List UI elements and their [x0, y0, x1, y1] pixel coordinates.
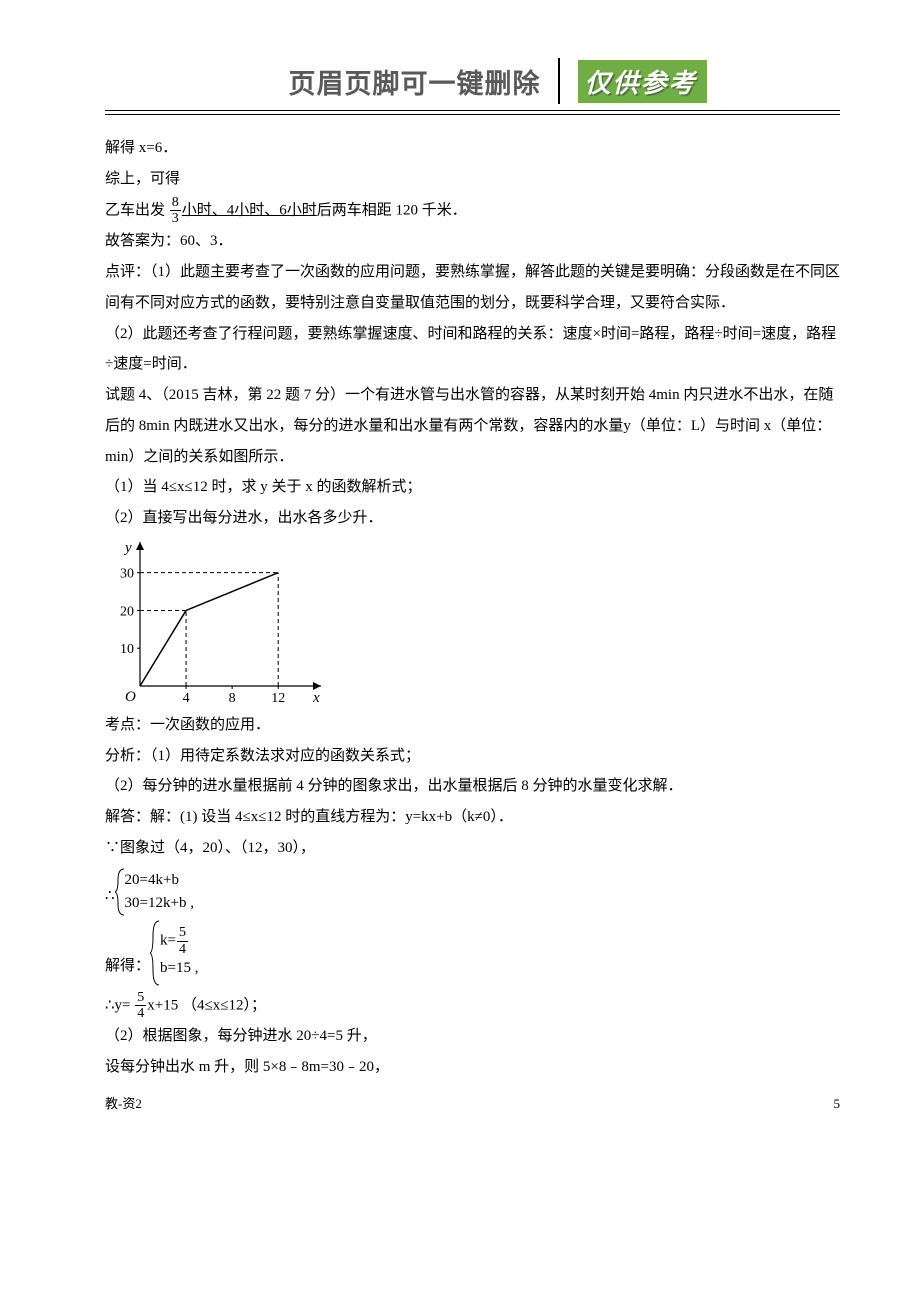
fraction-numerator: 5 [177, 925, 188, 941]
text-line: ∴y= 54x+15 （4≤x≤12）； [105, 990, 840, 1022]
text-fragment: 解得： [105, 951, 150, 982]
fraction-denominator: 3 [170, 211, 181, 226]
text-fragment: 后两车相距 120 千米． [317, 202, 467, 218]
text-line: 乙车出发 8 3 小时、4小时、6小时后两车相距 120 千米． [105, 195, 840, 227]
brace-icon [115, 868, 125, 916]
svg-text:x: x [312, 690, 320, 706]
text-line: （1）当 4≤x≤12 时，求 y 关于 x 的函数解析式； [105, 472, 840, 503]
text-line: ∵图象过（4，20）、（12，30）， [105, 833, 840, 864]
header-badge: 仅供参考 [578, 60, 706, 103]
fraction-numerator: 5 [135, 990, 146, 1006]
fraction-denominator: 4 [177, 942, 188, 957]
text-fragment: x+15 （4≤x≤12）； [147, 997, 266, 1013]
text-fragment: ∴ [105, 881, 115, 912]
page-footer: 教-资2 5 [105, 1091, 840, 1118]
svg-text:30: 30 [120, 566, 134, 581]
svg-text:8: 8 [229, 691, 236, 706]
equation-row: 30=12k+b , [125, 892, 194, 915]
text-line: 分析：（1）用待定系数法求对应的函数关系式； [105, 741, 840, 772]
text-paragraph: 点评：（1）此题主要考查了一次函数的应用问题，要熟练掌握，解答此题的关键是要明确… [105, 257, 840, 319]
equation-system: 解得： k=54 b=15 , [105, 920, 840, 986]
text-line: 解得 x=6． [105, 133, 840, 164]
svg-text:O: O [125, 689, 136, 705]
text-line: 考点：一次函数的应用． [105, 710, 840, 741]
text-fragment: k= [160, 933, 176, 949]
fraction: 54 [135, 990, 146, 1022]
text-line: （2）直接写出每分进水，出水各多少升． [105, 503, 840, 534]
text-fragment: ∴y= [105, 997, 134, 1013]
text-line: 解答：解：(1) 设当 4≤x≤12 时的直线方程为：y=kx+b（k≠0）． [105, 802, 840, 833]
fraction-denominator: 4 [135, 1006, 146, 1021]
svg-text:20: 20 [120, 604, 134, 619]
brace-icon [150, 920, 160, 986]
text-line: 故答案为：60、3． [105, 226, 840, 257]
svg-text:10: 10 [120, 642, 134, 657]
line-chart: 10 20 30 4 8 12 Oy x [105, 538, 840, 708]
document-body: 解得 x=6． 综上，可得 乙车出发 8 3 小时、4小时、6小时后两车相距 1… [105, 133, 840, 1117]
header-rule [105, 110, 840, 115]
fraction-numerator: 8 [170, 195, 181, 211]
text-line: 综上，可得 [105, 164, 840, 195]
text-line: （2）每分钟的进水量根据前 4 分钟的图象求出，出水量根据后 8 分钟的水量变化… [105, 771, 840, 802]
text-fragment: 乙车出发 [105, 202, 165, 218]
text-line: 设每分钟出水 m 升，则 5×8﹣8m=30﹣20， [105, 1052, 840, 1083]
header-divider [558, 58, 560, 104]
svg-text:4: 4 [183, 691, 190, 706]
header-title: 页眉页脚可一键删除 [288, 62, 540, 101]
svg-text:y: y [123, 540, 132, 556]
footer-page-number: 5 [834, 1091, 841, 1118]
equation-row: 20=4k+b [125, 869, 194, 892]
text-line: （2）根据图象，每分钟进水 20÷4=5 升， [105, 1021, 840, 1052]
text-paragraph: 试题 4、（2015 吉林，第 22 题 7 分）一个有进水管与出水管的容器，从… [105, 380, 840, 472]
page-header: 页眉页脚可一键删除 仅供参考 [105, 58, 840, 104]
text-fragment: 小时、4小时、6小时 [182, 202, 317, 218]
line-chart-svg: 10 20 30 4 8 12 Oy x [105, 538, 325, 708]
text-paragraph: （2）此题还考查了行程问题，要熟练掌握速度、时间和路程的关系：速度×时间=路程，… [105, 319, 840, 381]
fraction: 54 [177, 925, 188, 957]
svg-text:12: 12 [271, 691, 285, 706]
fraction: 8 3 [170, 195, 181, 227]
equation-row: b=15 , [160, 957, 198, 980]
equation-system: ∴ 20=4k+b 30=12k+b , [105, 868, 840, 916]
footer-left: 教-资2 [105, 1091, 142, 1118]
equation-row: k=54 [160, 925, 198, 957]
